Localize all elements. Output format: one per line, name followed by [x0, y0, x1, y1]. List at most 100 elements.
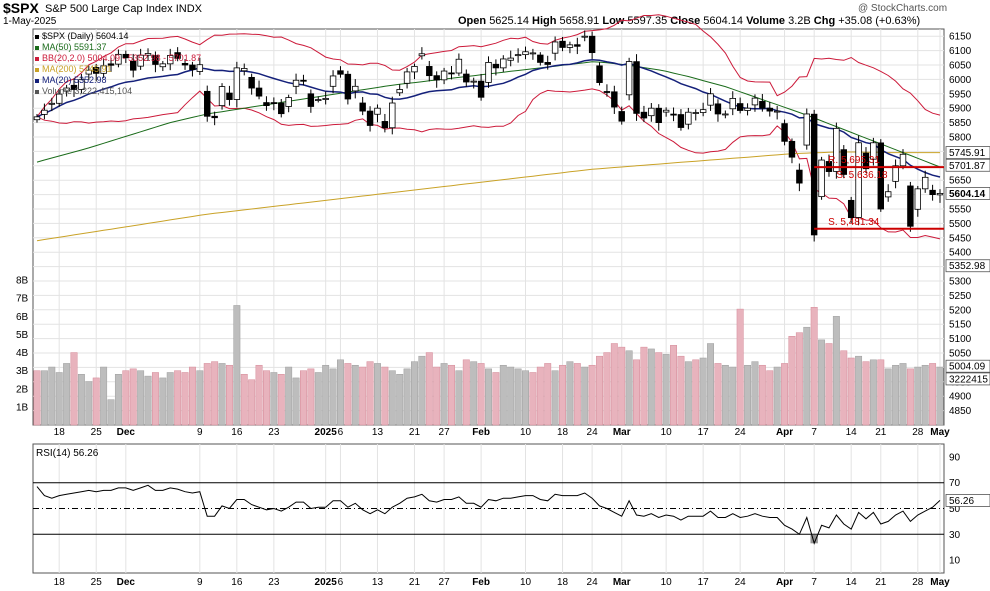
volume-bar: [144, 375, 152, 426]
volume-bar: [307, 368, 315, 426]
candle-body: [729, 98, 736, 110]
candle-body: [884, 191, 892, 198]
rsi-x-tick-label: 7: [811, 577, 817, 588]
volume-bar: [744, 364, 752, 426]
candle-body: [633, 61, 640, 114]
candle-body: [655, 107, 662, 123]
x-tick-label: 2025: [315, 427, 338, 438]
volume-bar: [233, 305, 241, 426]
rsi-x-tick-label: 28: [912, 577, 924, 588]
rsi-x-tick-label: 21: [875, 577, 887, 588]
rsi-tick-label: 50: [949, 504, 961, 515]
volume-label: Volume: [746, 15, 786, 27]
value-tag: 5701.87: [949, 161, 986, 172]
volume-bar: [388, 370, 396, 426]
symbol-name: S&P 500 Large Cap Index INDX: [45, 3, 202, 15]
volume-bar: [906, 368, 914, 426]
x-tick-label: 24: [587, 427, 599, 438]
price-tick-label: 5100: [949, 334, 972, 345]
x-tick-label: 28: [912, 427, 924, 438]
exchange: INDX: [175, 3, 202, 15]
volume-bar: [662, 354, 670, 426]
volume-tick-label: 2B: [16, 384, 29, 395]
x-tick-label: Mar: [613, 427, 631, 438]
symbol: $SPX: [3, 0, 39, 16]
candle-body: [714, 103, 722, 115]
candle-body: [33, 116, 41, 121]
volume-bar: [640, 346, 648, 426]
x-tick-label: 21: [409, 427, 421, 438]
candle-body: [603, 91, 611, 93]
candle-body: [810, 113, 818, 236]
candle-body: [751, 97, 759, 106]
price-tick-label: 5250: [949, 291, 972, 302]
volume-bar: [618, 346, 626, 426]
volume-bar: [832, 316, 840, 426]
price-tick-label: 6150: [949, 32, 972, 43]
x-tick-label: 18: [557, 427, 569, 438]
candle-body: [618, 111, 625, 122]
price-tick-label: 5450: [949, 233, 972, 244]
legend-swatch: [35, 46, 39, 50]
volume-bar: [684, 361, 692, 426]
volume-bar: [337, 359, 344, 426]
volume-bar: [462, 359, 470, 426]
candle-body: [248, 76, 255, 89]
volume-bar: [63, 363, 71, 426]
candle-body: [167, 55, 174, 65]
support-label: S. 5,481.34: [828, 217, 880, 228]
legend-swatch: [35, 57, 39, 61]
volume-bar: [114, 374, 122, 426]
x-tick-label: 10: [520, 427, 532, 438]
volume-bar: [211, 361, 219, 426]
rsi-line: [36, 484, 941, 545]
volume-bar: [159, 377, 167, 426]
legend-swatch: [35, 79, 39, 83]
volume-bar: [707, 343, 715, 426]
candle-body: [48, 102, 56, 105]
volume-bar: [492, 372, 500, 426]
candle-body: [130, 61, 137, 71]
candle-body: [455, 58, 463, 74]
candle-body: [307, 93, 315, 107]
price-tick-label: 5650: [949, 176, 972, 187]
volume-bar: [277, 374, 285, 426]
volume-bar: [359, 366, 367, 426]
candle-body: [233, 67, 241, 100]
candle-body: [892, 165, 899, 182]
value-tag: 5745.91: [949, 148, 986, 159]
resistance-label: R. 5,695.31: [828, 155, 880, 166]
candle-body: [625, 61, 633, 96]
high-label: High: [532, 15, 557, 27]
volume-bar: [122, 370, 130, 426]
candle-body: [507, 57, 514, 61]
volume-bar: [788, 336, 796, 426]
candle-body: [181, 63, 189, 66]
volume-bar: [803, 326, 811, 426]
x-tick-label: 14: [846, 427, 858, 438]
x-tick-label: 13: [372, 427, 384, 438]
value-tag: 5352.98: [949, 261, 986, 272]
candle-body: [529, 52, 537, 55]
volume-bar: [929, 363, 937, 426]
volume-bar: [181, 372, 189, 426]
volume-bar: [151, 372, 159, 426]
price-tick-label: 4850: [949, 406, 972, 417]
volume-bar: [92, 377, 100, 426]
x-tick-label: 9: [197, 427, 203, 438]
volume-bar: [847, 357, 855, 426]
legend-entry: BB(20,2.0) 5004.09 - 5352.98 - 5701.87: [42, 53, 201, 63]
value-tag-box: [945, 158, 990, 172]
candle-body: [833, 127, 840, 172]
rsi-x-tick-label: Mar: [613, 577, 631, 588]
rsi-x-tick-label: Dec: [117, 577, 136, 588]
x-tick-label: Dec: [117, 427, 136, 438]
volume-bar: [448, 364, 455, 426]
candle-body: [285, 97, 292, 107]
x-tick-label: 7: [811, 427, 817, 438]
candle-body: [411, 66, 418, 73]
candle-body: [514, 54, 522, 57]
candle-body: [255, 87, 263, 97]
volume-bar: [625, 350, 633, 426]
candle-body: [662, 109, 670, 113]
